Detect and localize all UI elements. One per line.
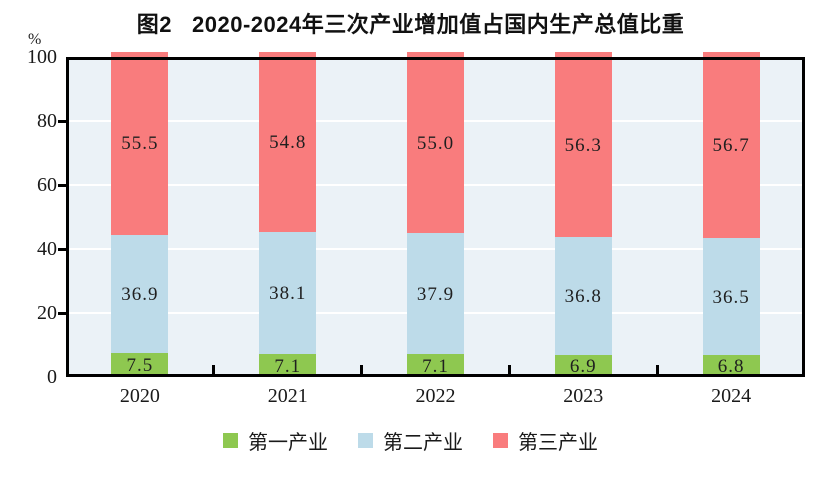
legend-swatch-icon — [493, 433, 508, 448]
bar-segment-第一产业 — [259, 354, 317, 377]
y-axis-tick-label: 60 — [37, 174, 57, 196]
bar-segment-第三产业 — [702, 52, 760, 239]
bar-value-label: 7.1 — [422, 355, 449, 377]
bar-segment-第一产业 — [111, 353, 169, 377]
bar-segment-第三产业 — [111, 52, 169, 235]
bar-segment-第一产业 — [702, 355, 760, 377]
bar-value-label: 36.5 — [712, 286, 750, 308]
bar-segment-第二产业 — [111, 234, 169, 353]
bar-value-label: 38.1 — [269, 283, 307, 305]
x-axis-tick — [507, 365, 511, 374]
bar-segment-第三产业 — [554, 52, 612, 238]
x-axis-category-label: 2024 — [711, 385, 752, 407]
x-axis-tick — [360, 365, 364, 374]
legend-item-第二产业: 第二产业 — [358, 426, 463, 455]
legend-item-第三产业: 第三产业 — [493, 426, 598, 455]
bar-segment-第二产业 — [407, 233, 464, 355]
y-axis-tick-label: 0 — [47, 366, 57, 388]
chart-title: 图2 2020-2024年三次产业增加值占国内生产总值比重 — [0, 7, 821, 39]
bar-value-label: 55.5 — [121, 133, 159, 155]
y-axis-tick — [58, 119, 66, 123]
bar-segment-第三产业 — [259, 52, 317, 233]
chart-title-prefix: 图2 — [136, 12, 173, 37]
bar-segment-第二产业 — [702, 238, 760, 356]
bar-value-label: 54.8 — [269, 132, 307, 154]
bar-value-label: 7.1 — [274, 355, 302, 377]
y-axis-tick-label: 80 — [37, 110, 57, 132]
x-axis-category-label: 2023 — [563, 385, 604, 407]
legend-label: 第三产业 — [518, 432, 598, 454]
legend-swatch-icon — [223, 433, 238, 448]
bar-value-label: 55.0 — [416, 132, 455, 154]
legend-label: 第一产业 — [248, 432, 328, 454]
plot-area: 7.5 36.9 55.5 7.1 38.1 54.8 7.1 37.9 55.0 6.9 36.8… — [66, 52, 805, 378]
y-axis-tick-label: 40 — [37, 238, 57, 260]
bar-segment-第二产业 — [554, 237, 612, 355]
bar-value-label: 6.8 — [717, 356, 745, 378]
bar-value-label: 37.9 — [416, 283, 455, 305]
y-axis-tick — [58, 247, 66, 251]
bar-value-label: 6.9 — [569, 355, 597, 377]
legend-swatch-icon — [358, 433, 373, 448]
bar-value-label: 56.7 — [712, 135, 750, 157]
x-axis-category-label: 2021 — [267, 385, 308, 407]
x-axis-tick — [655, 365, 659, 374]
bar-segment-第一产业 — [554, 354, 612, 377]
y-axis-tick — [58, 183, 66, 187]
x-axis-tick — [212, 365, 216, 374]
y-axis-tick-label: 20 — [37, 302, 57, 324]
bar-segment-第三产业 — [407, 52, 464, 233]
bar-value-label: 56.3 — [564, 134, 602, 156]
bar-value-label: 7.5 — [126, 355, 154, 376]
y-axis-unit-label: % — [28, 31, 42, 48]
chart-title-main: 2020-2024年三次产业增加值占国内生产总值比重 — [192, 12, 685, 37]
legend-item-第一产业: 第一产业 — [223, 426, 328, 455]
x-axis-category-label: 2020 — [119, 385, 160, 407]
legend: 第一产业 第二产业 第三产业 — [0, 426, 821, 455]
bar-value-label: 36.8 — [564, 286, 602, 308]
y-axis-tick — [58, 311, 66, 315]
x-axis-category-label: 2022 — [415, 385, 456, 407]
bar-segment-第二产业 — [259, 232, 317, 355]
bar-segment-第一产业 — [407, 354, 464, 377]
legend-label: 第二产业 — [383, 432, 463, 454]
y-axis-tick-label: 100 — [27, 46, 57, 68]
bar-value-label: 36.9 — [121, 283, 159, 305]
